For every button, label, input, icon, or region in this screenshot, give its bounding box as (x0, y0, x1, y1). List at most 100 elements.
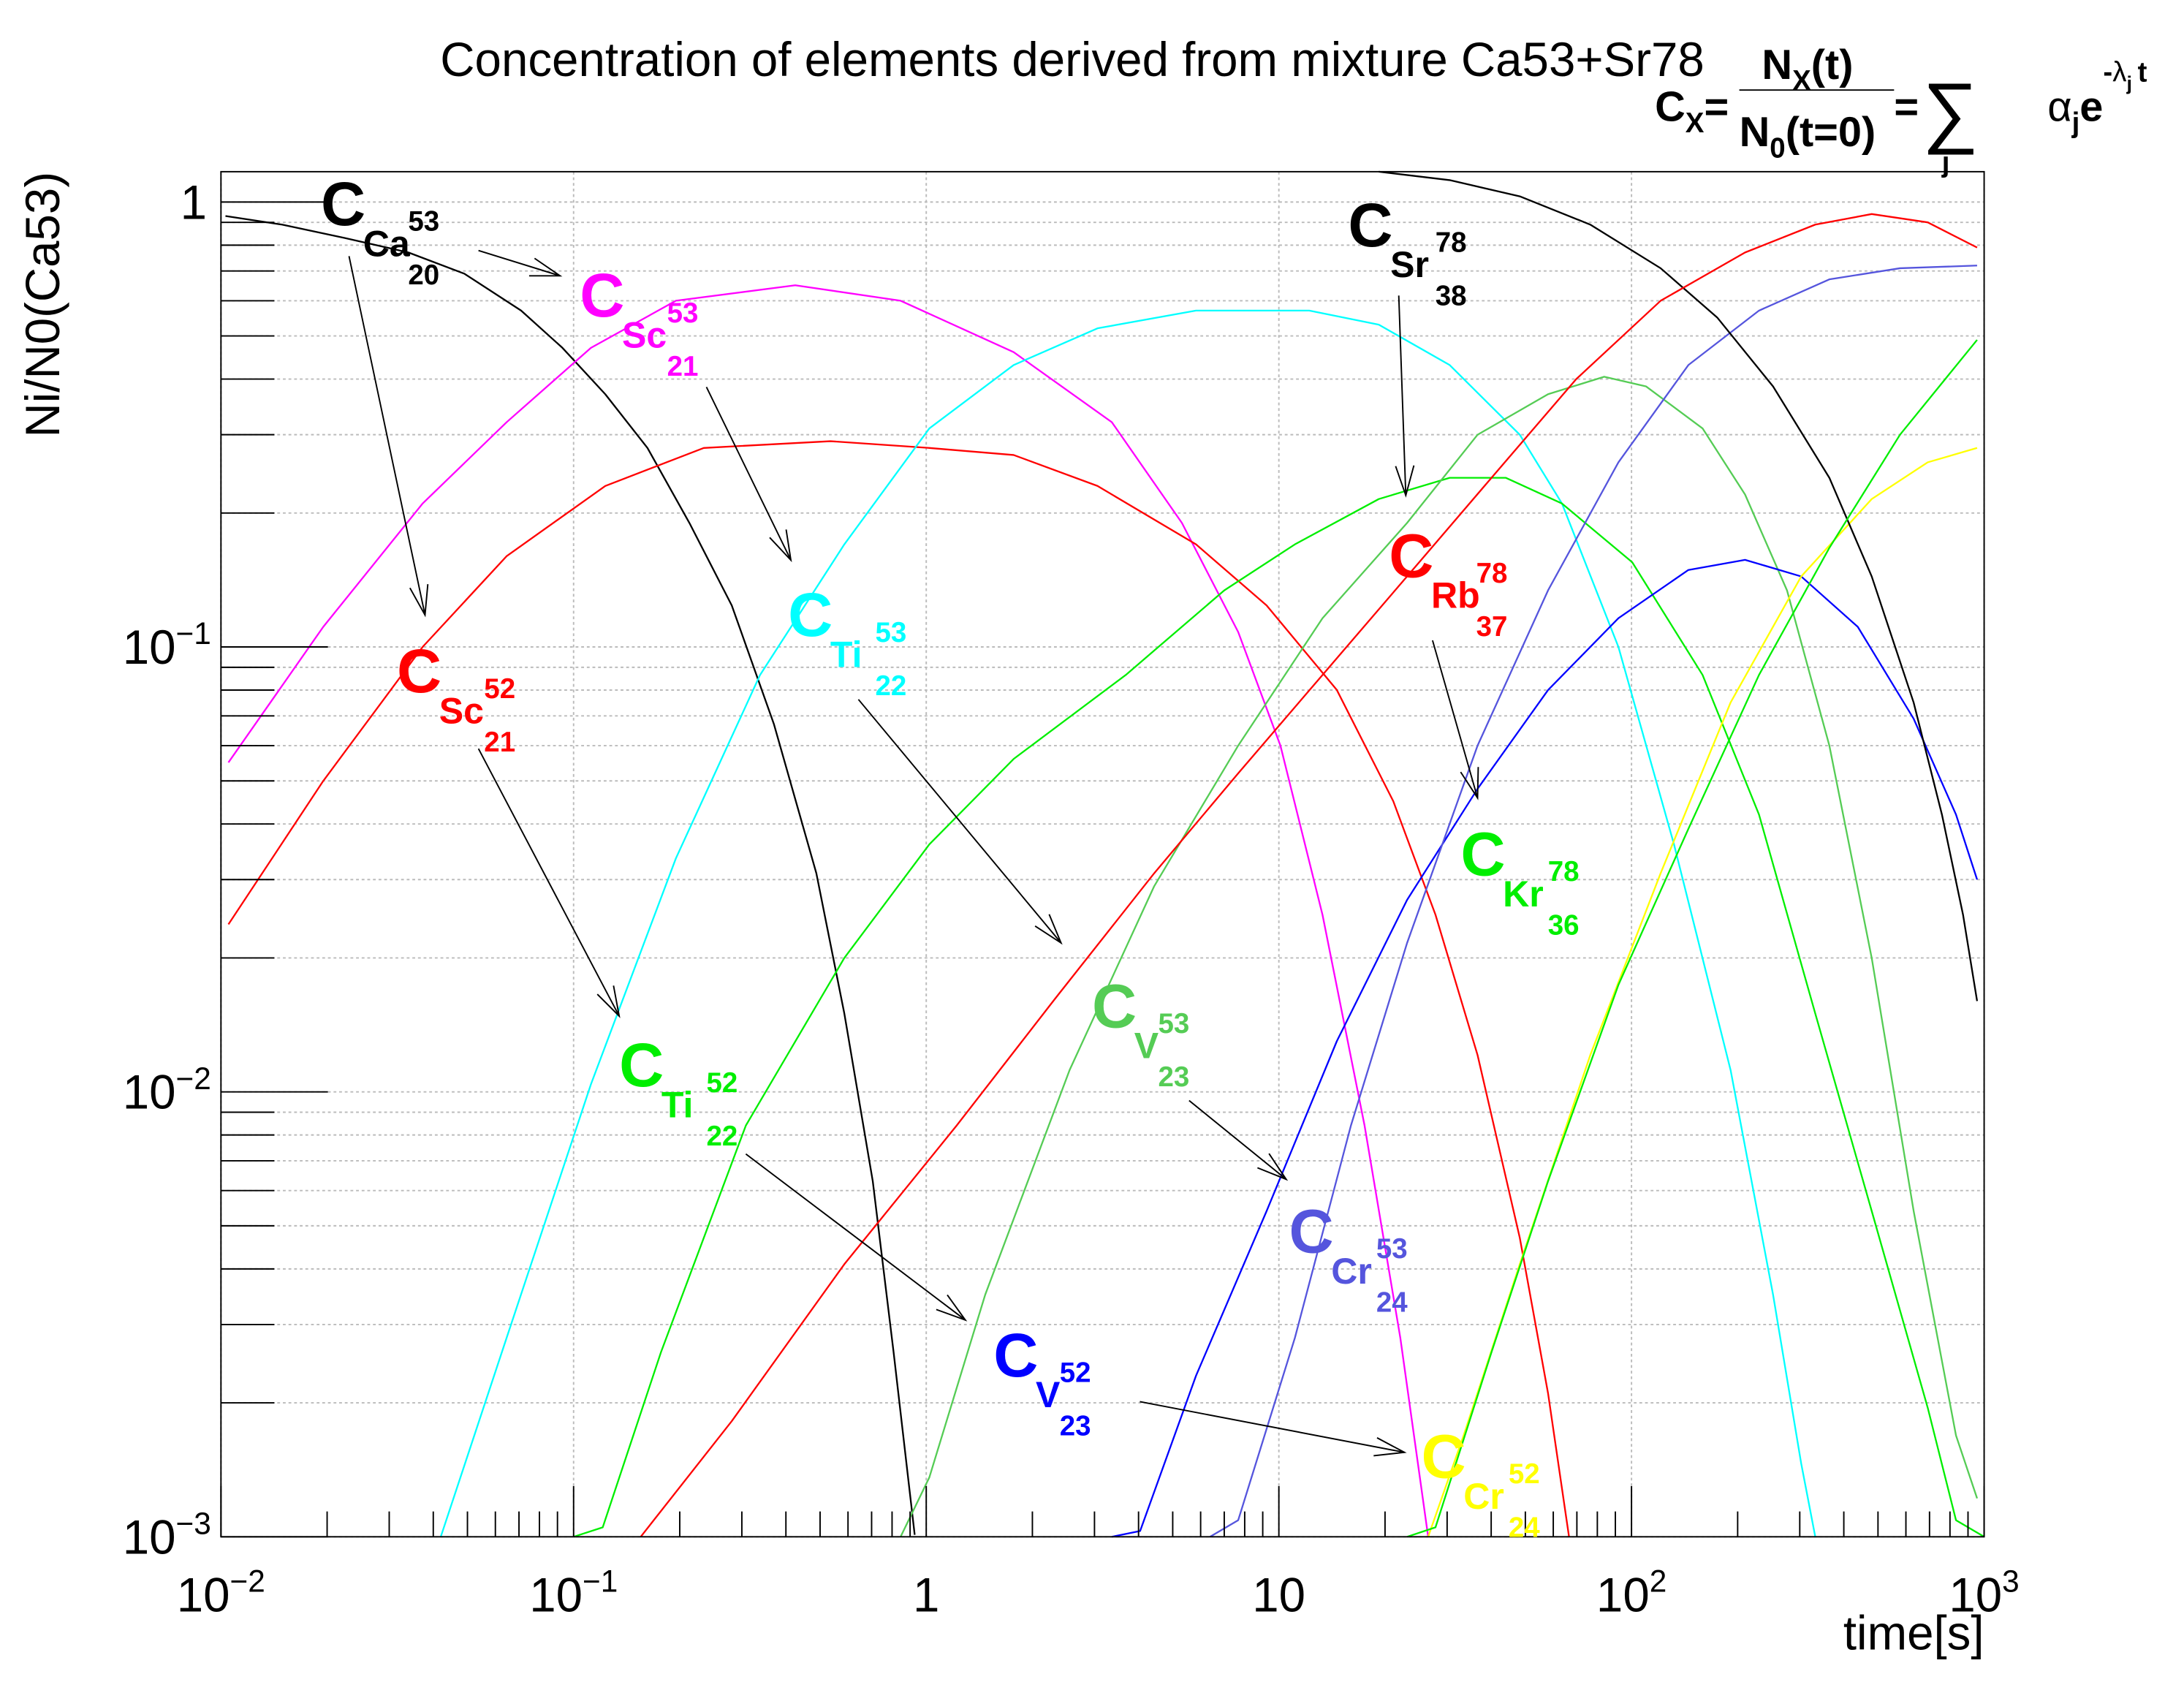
series-line-v53 (900, 376, 1979, 1537)
label-atomic-number: 23 (1158, 1061, 1189, 1093)
arrow-head-icon (1034, 914, 1063, 945)
label-atomic-number: 38 (1436, 281, 1467, 312)
arrow-head-icon (1460, 767, 1479, 800)
arrow-line (1140, 1401, 1405, 1453)
label-element: Sr (1390, 244, 1429, 285)
label-atomic-number: 36 (1548, 909, 1580, 941)
label-mass-number: 52 (1060, 1357, 1091, 1389)
arrow-head-icon (936, 1294, 968, 1322)
label-mass-number: 52 (706, 1067, 738, 1099)
arrow-head-icon (1257, 1153, 1289, 1181)
arrow-head-icon (1395, 465, 1415, 498)
sum-index: j (1941, 147, 1950, 178)
label-atomic-number: 24 (1376, 1287, 1408, 1318)
arrow-head-icon (409, 584, 429, 618)
y-tick-label: 1 (181, 175, 207, 229)
label-atomic-number: 22 (876, 670, 907, 702)
x-tick-label: 10−1 (529, 1564, 618, 1621)
arrow-line (477, 748, 620, 1017)
label-letter: C (1460, 819, 1505, 888)
arrows (348, 249, 1479, 1457)
formula-rhs: αje-λj t (2047, 57, 2147, 139)
x-tick-label: 103 (1949, 1564, 2019, 1621)
arrow-head-icon (769, 529, 792, 563)
label-element: Ti (830, 635, 862, 675)
label-letter: C (788, 580, 833, 649)
series-line-ca53 (225, 215, 916, 1535)
y-tick-label: 10−1 (123, 616, 211, 674)
arrow-head-icon (596, 985, 621, 1018)
y-tick-label: 10−2 (123, 1061, 211, 1119)
x-tick-label: 10−2 (177, 1564, 265, 1621)
series-line-cr53 (1209, 265, 1977, 1538)
series-line-v52 (1111, 558, 1979, 1538)
arrow-line (1188, 1099, 1287, 1181)
label-element: Kr (1503, 874, 1544, 914)
arrow-line (348, 256, 426, 616)
label-element: Sc (622, 315, 667, 356)
series-line-ti52 (573, 477, 1985, 1538)
arrow-line (857, 699, 1062, 944)
label-mass-number: 53 (1376, 1233, 1408, 1265)
label-letter: C (1348, 190, 1392, 260)
series-line-ti53 (439, 309, 1816, 1537)
series-line-sc52 (227, 440, 1570, 1537)
series-line-sc53 (227, 284, 1430, 1537)
label-mass-number: 53 (408, 206, 439, 238)
label-atomic-number: 20 (408, 260, 439, 291)
label-letter: C (321, 169, 365, 238)
label-letter: C (1289, 1196, 1334, 1265)
arrow-line (1398, 295, 1407, 496)
label-mass-number: 53 (876, 617, 907, 648)
label-element: Cr (1463, 1476, 1504, 1517)
x-tick-label: 1 (913, 1568, 939, 1621)
label-letter: C (580, 260, 624, 330)
label-element: Ca (363, 223, 411, 264)
label-mass-number: 78 (1476, 558, 1508, 589)
y-tick-label: 10−3 (123, 1506, 211, 1564)
formula-eq2: = (1894, 84, 1919, 131)
series-line-kr78 (1406, 339, 1978, 1538)
series-line-rb78 (640, 213, 1978, 1538)
formula-lhs: CX= (1655, 84, 1729, 139)
arrow-line (745, 1153, 966, 1321)
chart-title: Concentration of elements derived from m… (440, 33, 1704, 86)
arrow-line (705, 387, 792, 561)
formula: CX= NX(t) N0(t=0) = ∑ j αje-λj t (1655, 42, 2147, 178)
label-letter: C (1092, 971, 1137, 1040)
series-line-sr78 (1379, 170, 1979, 1001)
sum-symbol: ∑ (1922, 67, 1979, 155)
curve-label-ti53: CTi 53 22 (788, 580, 906, 702)
x-tick-label: 102 (1596, 1564, 1667, 1621)
arrow-head-icon (528, 257, 563, 277)
x-tick-label: 10 (1252, 1568, 1305, 1621)
label-letter: C (397, 636, 441, 705)
label-letter: C (1421, 1421, 1466, 1491)
label-letter: C (993, 1320, 1038, 1390)
label-mass-number: 53 (667, 298, 699, 329)
arrow-line (1431, 640, 1479, 798)
label-atomic-number: 21 (484, 727, 515, 758)
label-letter: C (1389, 520, 1433, 590)
curve-label-ti52: CTi 52 22 (619, 1030, 738, 1152)
x-axis-label: time[s] (1843, 1606, 1984, 1659)
label-letter: C (619, 1030, 664, 1099)
label-element: Cr (1331, 1251, 1372, 1292)
arrow-head-icon (1373, 1437, 1407, 1457)
label-atomic-number: 37 (1476, 611, 1508, 643)
label-element: V (1036, 1374, 1061, 1415)
label-mass-number: 52 (484, 673, 515, 705)
